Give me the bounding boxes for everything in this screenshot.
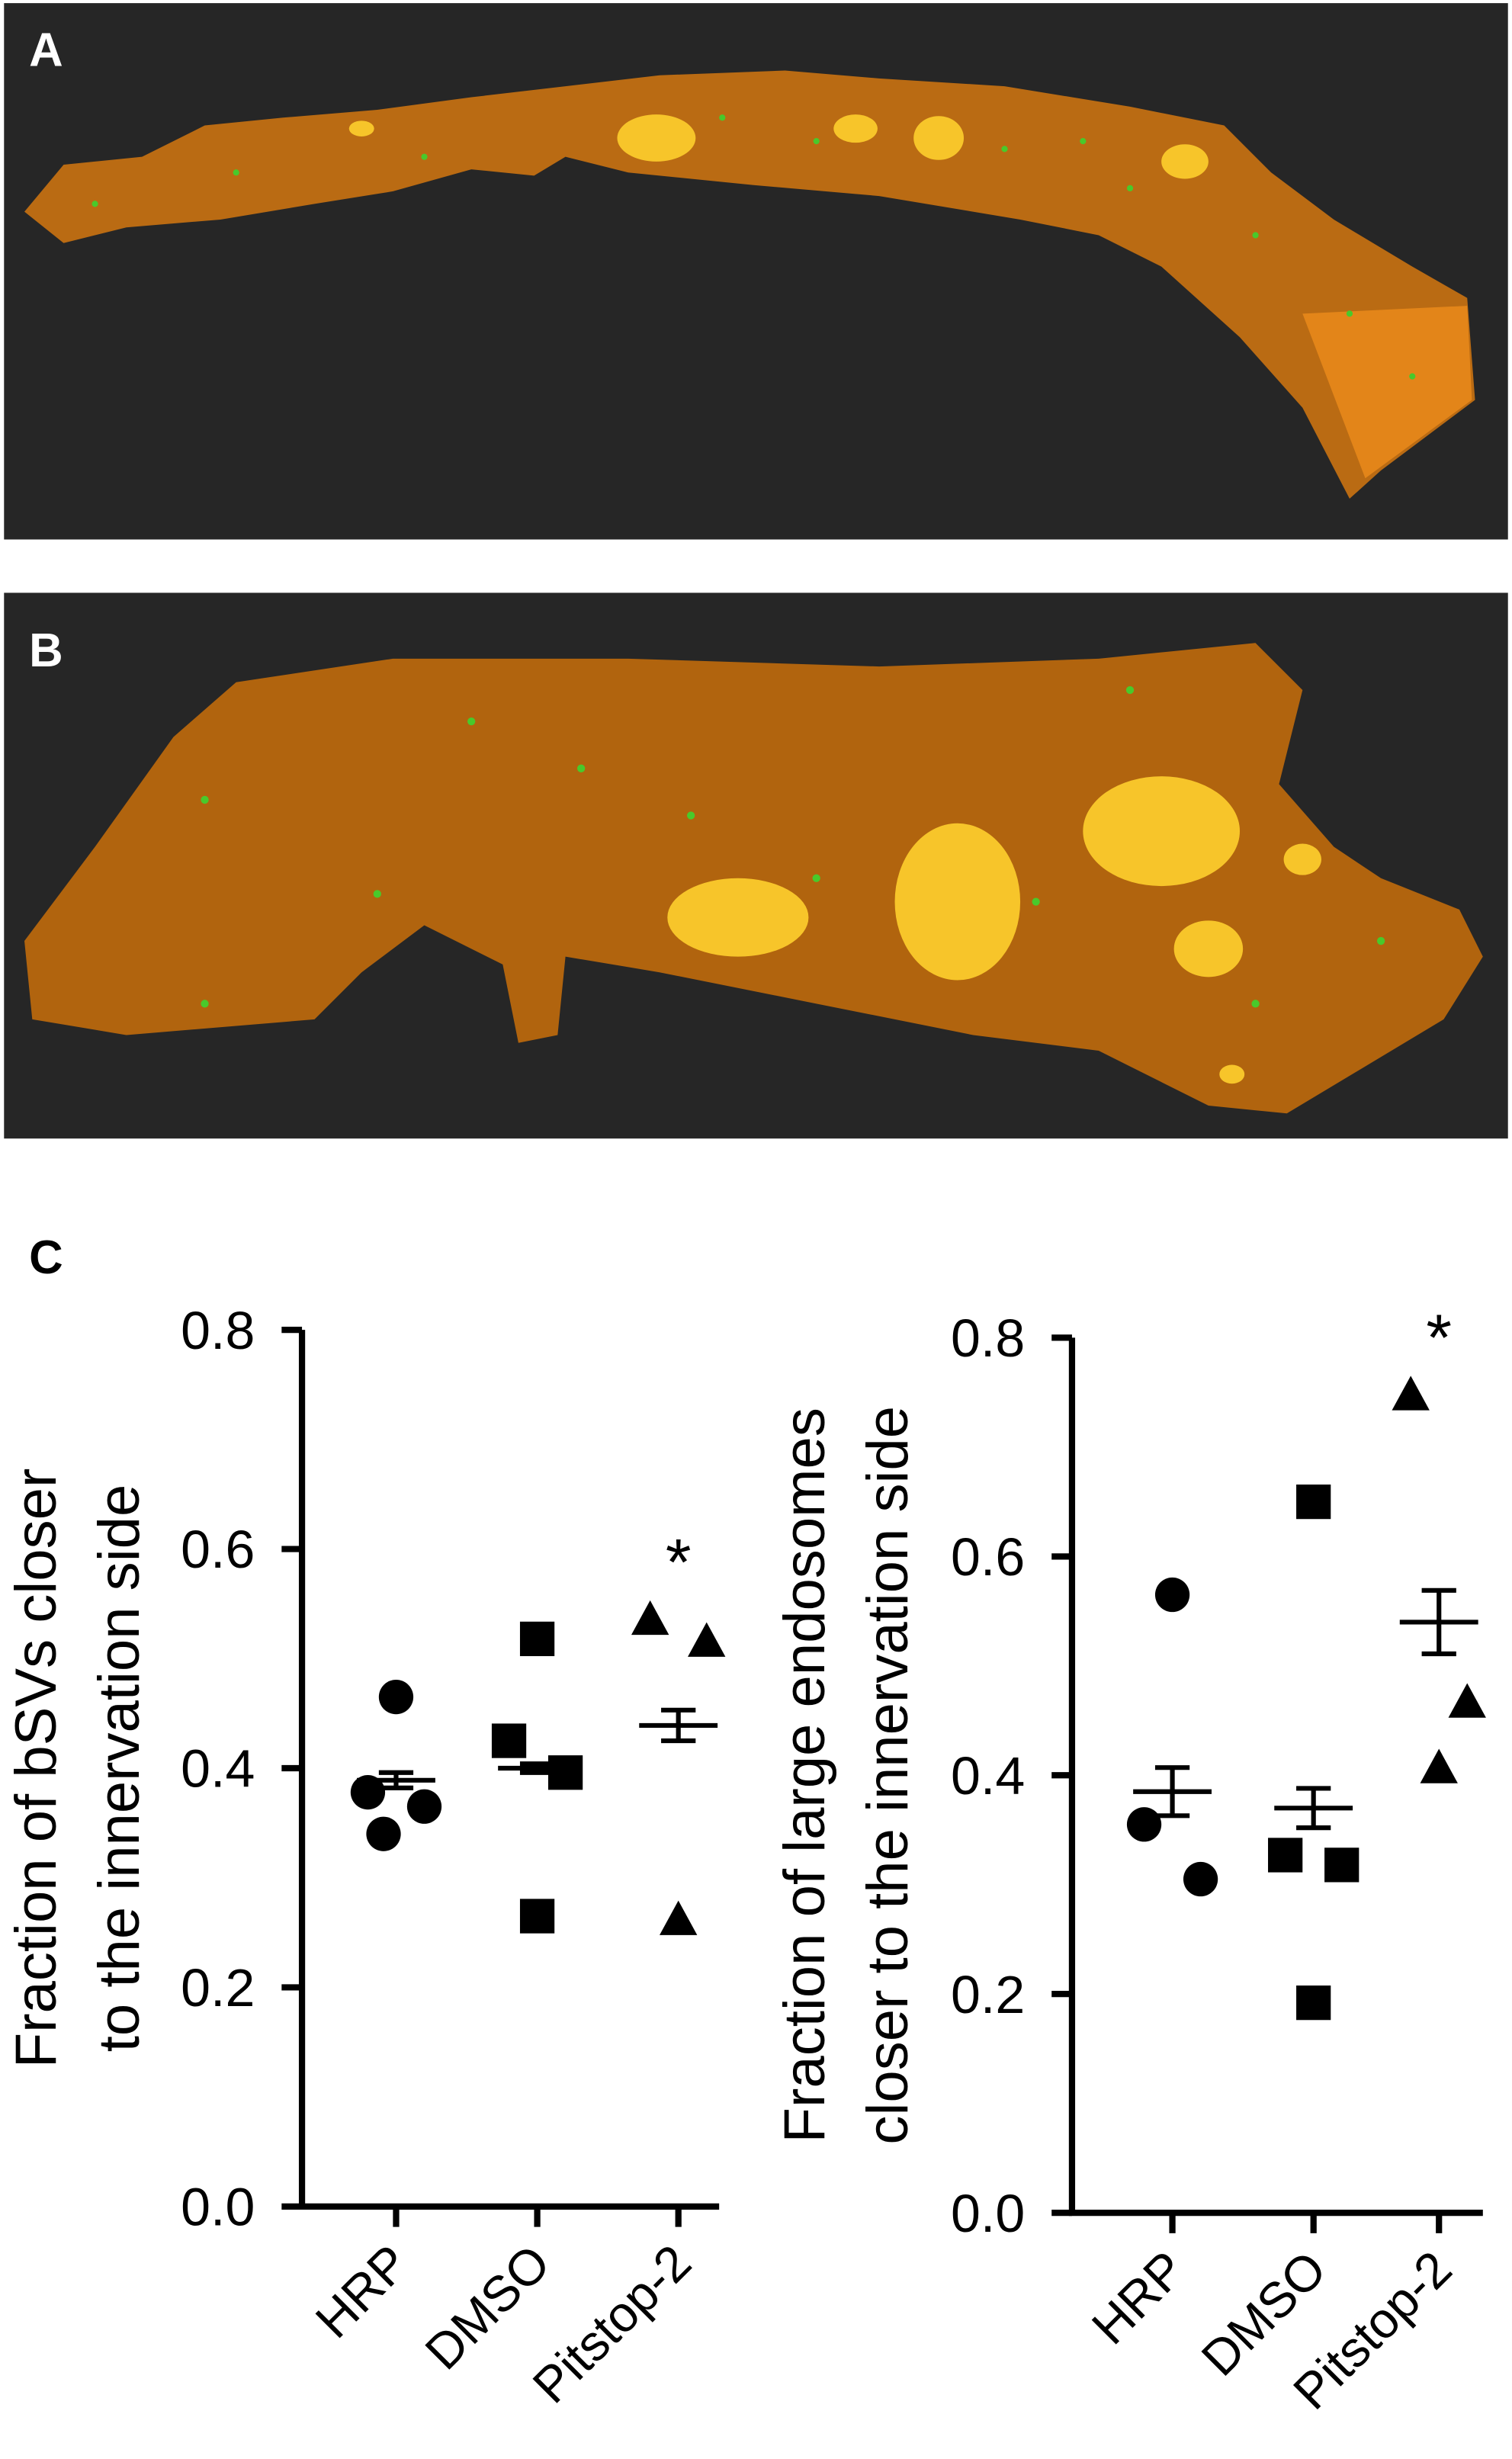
endosome-blobs: [667, 776, 1321, 1084]
y-tick-label: 0.8: [951, 1308, 1025, 1368]
y-axis-label: closer to the innervation side: [856, 1406, 920, 2145]
data-point: [660, 1900, 698, 1935]
data-point: [1154, 1577, 1190, 1613]
panel-label: B: [29, 624, 63, 677]
data-point: [1296, 1985, 1331, 2021]
data-point: [1448, 1683, 1486, 1718]
panel-label: C: [29, 1231, 63, 1284]
y-axis-label: Fraction of bSVs closer: [4, 1469, 69, 2069]
cell-render-facet: [1302, 306, 1472, 479]
y-tick-label: 0.6: [951, 1527, 1025, 1587]
data-point: [1392, 1376, 1430, 1411]
data-point: [1268, 1838, 1303, 1873]
y-tick-label: 0.2: [181, 1958, 255, 2018]
y-tick-label: 0.0: [181, 2178, 255, 2237]
cell-render: [24, 643, 1483, 1114]
x-tick-label: Pitstop-2: [522, 2234, 701, 2414]
significance-mark: *: [666, 1526, 692, 1599]
data-point: [1296, 1484, 1331, 1520]
y-tick-label: 0.4: [181, 1739, 255, 1799]
cell-render: [24, 70, 1475, 499]
data-point: [406, 1789, 442, 1824]
significance-mark: *: [1426, 1302, 1452, 1375]
data-point: [350, 1774, 386, 1810]
data-point: [378, 1679, 414, 1715]
y-axis-label: to the innervation side: [87, 1485, 152, 2053]
y-tick-label: 0.0: [951, 2184, 1025, 2243]
y-tick-label: 0.8: [181, 1301, 255, 1360]
vesicle-dots: [201, 685, 1385, 1008]
y-tick-label: 0.4: [951, 1746, 1025, 1806]
endosome-blobs: [348, 114, 1209, 179]
y-tick-label: 0.6: [181, 1520, 255, 1579]
y-axis-label: Fraction of large endosomes: [772, 1408, 837, 2143]
x-tick-label: HRP: [304, 2234, 419, 2349]
data-point: [1126, 1807, 1162, 1842]
x-tick-label: HRP: [1080, 2240, 1196, 2355]
data-point: [491, 1723, 527, 1758]
data-point: [688, 1622, 726, 1657]
data-point: [631, 1600, 669, 1636]
panel-label: A: [29, 24, 63, 76]
y-tick-label: 0.2: [951, 1965, 1025, 2024]
data-point: [1183, 1861, 1218, 1897]
data-point: [519, 1621, 555, 1657]
data-point: [519, 1899, 555, 1934]
data-point: [1420, 1748, 1458, 1783]
data-point: [366, 1816, 401, 1851]
vesicle-dots: [91, 114, 1416, 380]
data-point: [1324, 1847, 1360, 1883]
